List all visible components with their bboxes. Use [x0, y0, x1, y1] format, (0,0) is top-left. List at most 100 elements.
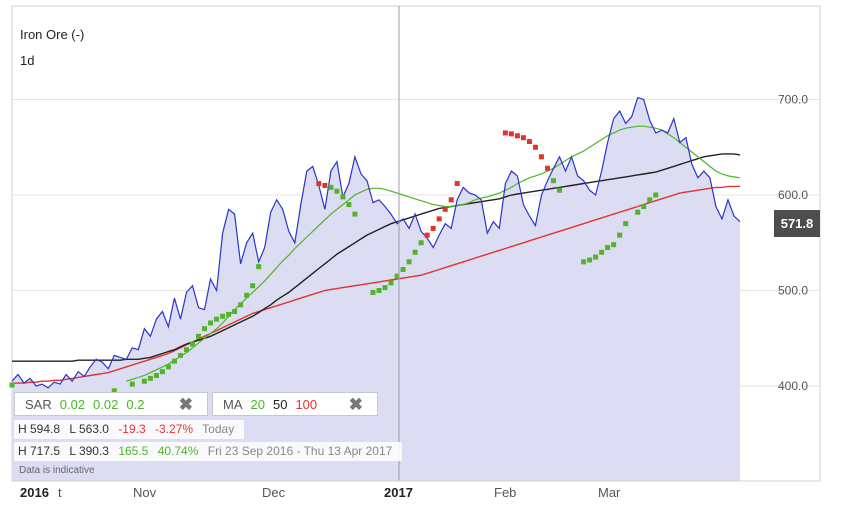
- sar-dot: [316, 181, 322, 187]
- sar-dot: [653, 192, 659, 198]
- period-change-percent: 40.74%: [157, 444, 199, 458]
- sar-dot: [226, 311, 232, 317]
- sar-dot: [171, 358, 177, 364]
- sar-dot: [352, 211, 358, 217]
- sar-dot: [244, 292, 250, 298]
- sar-param-2: 0.02: [93, 396, 119, 412]
- sar-dot: [208, 320, 214, 326]
- interval-label: 1d: [20, 53, 35, 68]
- sar-dot: [581, 259, 587, 265]
- sar-dot: [448, 197, 454, 203]
- today-high: H 594.8: [18, 422, 61, 436]
- sar-dot: [177, 352, 183, 358]
- today-label: Today: [202, 422, 235, 436]
- sar-dot: [641, 203, 647, 209]
- ma-param-50: 50: [272, 396, 288, 412]
- sar-dot: [454, 181, 460, 187]
- x-label-2016: 2016: [20, 485, 49, 500]
- sar-dots: [9, 130, 659, 394]
- sar-dot: [550, 178, 556, 184]
- sar-dot: [196, 333, 202, 339]
- sar-dot: [376, 288, 382, 293]
- price-area-fill: [12, 97, 740, 481]
- sar-dot: [183, 347, 189, 353]
- sar-dot: [370, 289, 376, 295]
- sar-dot: [214, 316, 220, 322]
- sar-dot: [394, 273, 400, 279]
- price-line: [11, 96, 741, 389]
- sar-dot: [508, 131, 514, 137]
- sar-dot: [334, 188, 340, 194]
- sar-dot: [635, 209, 641, 215]
- sar-dot: [502, 130, 508, 136]
- y-tick-label: 600.0: [778, 188, 808, 202]
- today-change-percent: -3.27%: [155, 422, 194, 436]
- ma-legend-label: MA: [223, 396, 243, 412]
- sar-dot: [418, 240, 424, 246]
- sar-dot: [436, 216, 442, 222]
- sar-dot: [532, 144, 538, 150]
- sar-dot: [605, 245, 611, 251]
- sar-dot: [593, 254, 599, 260]
- sar-dot: [141, 378, 147, 384]
- sar-dot: [406, 259, 412, 265]
- chart-title: Iron Ore (-) 1d: [20, 22, 84, 74]
- sar-dot: [514, 133, 520, 139]
- ma-50-line: [12, 153, 741, 362]
- period-low: L 390.3: [69, 444, 109, 458]
- sar-legend-label: SAR: [25, 396, 52, 412]
- sar-dot: [382, 285, 388, 291]
- sar-dot: [189, 341, 195, 347]
- indicative-note: Data is indicative: [19, 465, 95, 476]
- sar-dot: [129, 381, 135, 387]
- sar-dot: [9, 382, 15, 388]
- sar-remove-close-icon[interactable]: ✖: [178, 395, 193, 414]
- sar-dot: [424, 232, 430, 238]
- sar-dot: [526, 139, 532, 145]
- sar-dot: [220, 313, 226, 319]
- sar-dot: [328, 184, 334, 190]
- sar-dot: [111, 388, 117, 394]
- sar-param-3: 0.2: [126, 396, 145, 412]
- sar-dot: [400, 266, 406, 272]
- ma-100-line: [12, 185, 740, 384]
- sar-dot: [430, 225, 436, 231]
- sar-dot: [232, 309, 238, 315]
- sar-dot: [346, 202, 352, 208]
- sar-dot: [159, 369, 165, 375]
- x-label-mar: Mar: [598, 485, 621, 500]
- x-label-2017: 2017: [384, 485, 413, 500]
- x-label-feb: Feb: [494, 485, 517, 500]
- x-label-t: t: [58, 485, 62, 500]
- sar-legend[interactable]: SAR 0.02 0.02 0.2 ✖: [14, 392, 208, 416]
- today-change: -19.3: [118, 422, 146, 436]
- ma-param-20: 20: [250, 396, 265, 412]
- x-label-dec: Dec: [262, 485, 286, 500]
- instrument-name: Iron Ore (-): [20, 27, 85, 42]
- period-high: H 717.5: [18, 444, 61, 458]
- sar-dot: [611, 242, 617, 248]
- sar-dot: [544, 165, 550, 171]
- sar-dot: [153, 372, 159, 378]
- sar-dot: [442, 206, 448, 212]
- last-price-tag: 571.8: [774, 210, 820, 237]
- ma-remove-close-icon[interactable]: ✖: [348, 395, 363, 414]
- sar-dot: [557, 187, 563, 193]
- ma-legend[interactable]: MA 20 50 100 ✖: [212, 392, 378, 416]
- sar-dot: [340, 194, 346, 200]
- sar-dot: [599, 249, 605, 255]
- sar-dot: [202, 326, 208, 332]
- sar-dot: [147, 375, 153, 381]
- sar-dot: [617, 232, 623, 238]
- sar-dot: [256, 264, 262, 270]
- sar-dot: [388, 280, 394, 286]
- y-tick-label: 700.0: [778, 93, 808, 107]
- today-stats: H 594.8 L 563.0 -19.3 -3.27% Today: [14, 420, 245, 439]
- today-low: L 563.0: [69, 422, 109, 436]
- period-range-label: Fri 23 Sep 2016 - Thu 13 Apr 2017: [207, 444, 393, 458]
- y-tick-label: 400.0: [778, 379, 808, 393]
- sar-dot: [322, 182, 328, 188]
- sar-dot: [538, 154, 544, 160]
- ma-param-100: 100: [295, 396, 318, 412]
